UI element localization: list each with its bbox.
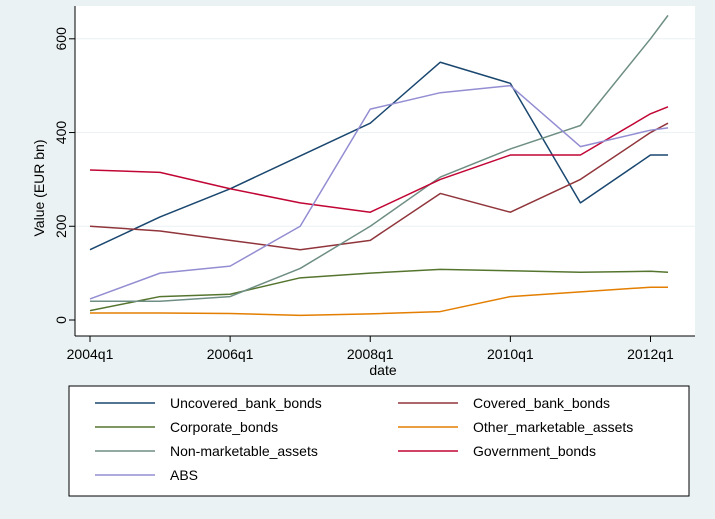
x-tick-label: 2006q1: [207, 346, 254, 362]
series-line-government-bonds: [89, 106, 669, 213]
series-line-non-marketable-assets: [90, 14, 669, 303]
series-line-other-marketable-assets: [90, 286, 668, 317]
y-tick-label: 200: [53, 214, 69, 238]
x-tick-label: 2010q1: [487, 346, 534, 362]
x-tick-label: 2008q1: [347, 346, 394, 362]
series-line-covered-bank-bonds: [89, 122, 669, 251]
legend: Uncovered_bank_bonds Covered_bank_bonds Co…: [68, 385, 690, 497]
series-lines: [89, 14, 669, 317]
legend-label: Covered_bank_bonds: [473, 395, 610, 411]
gridlines: [75, 38, 695, 227]
y-tick-label: 0: [53, 316, 69, 324]
axes: 0 200 400 600 2004q1 2006q1 2008q1 2010q1 2012q1: [53, 6, 695, 362]
y-axis-title: Value (EUR bn): [31, 139, 47, 236]
y-tick-label: 600: [53, 27, 69, 51]
legend-label: Government_bonds: [473, 443, 596, 459]
series-line-corporate-bonds: [89, 268, 669, 312]
legend-label: Other_marketable_assets: [473, 419, 633, 435]
legend-label: Non-marketable_assets: [170, 443, 318, 459]
legend-label: Uncovered_bank_bonds: [170, 395, 322, 411]
series-line-uncovered-bank-bonds: [89, 61, 668, 251]
series-line-abs: [89, 84, 669, 300]
legend-label: Corporate_bonds: [170, 419, 278, 435]
legend-box: [68, 385, 690, 497]
x-tick-label: 2012q1: [627, 346, 674, 362]
x-axis-title: date: [369, 362, 396, 378]
y-tick-label: 400: [53, 121, 69, 145]
legend-label: ABS: [170, 467, 198, 483]
plot-region-background: [75, 6, 695, 336]
x-tick-label: 2004q1: [67, 346, 114, 362]
